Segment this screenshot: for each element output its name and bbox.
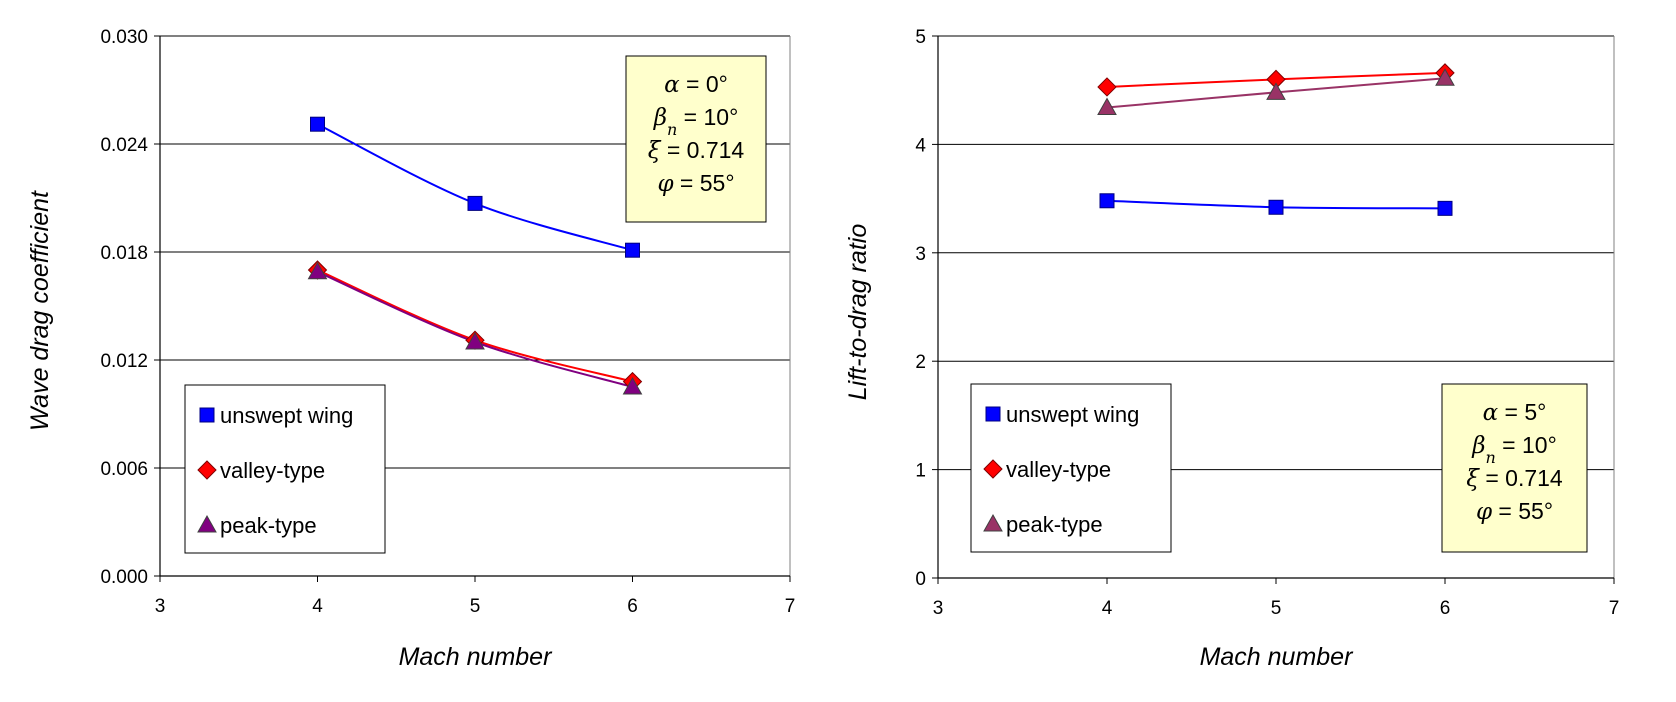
series-3-markers xyxy=(1097,68,1455,116)
y-tick-label: 3 xyxy=(915,244,926,265)
legend-label: unswept wing xyxy=(220,403,353,428)
parameter-line: ξ = 0.714 xyxy=(648,137,745,164)
data-point xyxy=(310,116,325,132)
x-tick-label: 3 xyxy=(933,598,944,619)
x-tick-label: 6 xyxy=(1440,598,1451,619)
data-point xyxy=(1435,68,1455,86)
parameter-symbol: φ xyxy=(657,171,674,197)
legend-marker-triangle xyxy=(983,513,1003,532)
data-point xyxy=(1097,97,1117,116)
data-point xyxy=(1099,193,1115,209)
parameter-box-background xyxy=(625,55,767,223)
x-tick-label: 7 xyxy=(1609,598,1620,619)
x-tick-label: 7 xyxy=(785,596,796,617)
parameter-symbol: ξ xyxy=(1466,466,1480,492)
y-tick-label: 0.000 xyxy=(100,567,148,588)
parameter-symbol: φ xyxy=(1476,499,1493,525)
series-3-markers xyxy=(307,261,643,395)
y-tick-label: 0.012 xyxy=(100,351,148,372)
parameter-symbol: β xyxy=(1471,433,1485,459)
parameter-line: α = 0° xyxy=(664,71,728,98)
data-point xyxy=(467,195,483,211)
chart-2: 0 1 2 3 4 5 3 4 5 6 7 Mach number Lift-to-drag ratio… xyxy=(844,27,1619,671)
parameter-box-background xyxy=(1441,383,1588,553)
legend-label: valley-type xyxy=(1006,457,1111,482)
parameter-subscript: n xyxy=(667,120,677,139)
parameter-line: βn = 10° xyxy=(653,104,739,139)
parameter-symbol: β xyxy=(653,105,667,131)
series-line-diamond xyxy=(317,269,633,383)
legend-marker-square xyxy=(199,407,215,423)
y-tick-label: 1 xyxy=(915,461,926,482)
x-tick-label: 6 xyxy=(627,596,638,617)
data-point xyxy=(1266,82,1286,100)
data-point xyxy=(625,242,640,258)
x-tick-label: 4 xyxy=(312,596,323,617)
legend: unswept wing valley-type peak-type xyxy=(184,384,386,554)
series-1-markers xyxy=(310,116,640,258)
legend-box xyxy=(184,384,386,554)
series-line-square xyxy=(317,123,633,252)
parameter-value: = 0.714 xyxy=(660,137,744,163)
parameter-value: = 0.714 xyxy=(1479,465,1563,491)
series-1-markers xyxy=(1099,193,1453,216)
parameter-value: = 55° xyxy=(674,170,735,196)
x-axis-title: Mach number xyxy=(399,643,554,671)
parameter-line: φ = 55° xyxy=(1476,498,1553,525)
data-point xyxy=(1097,77,1117,97)
parameter-value: = 0° xyxy=(680,71,728,97)
y-axis-title: Wave drag coefficient xyxy=(26,190,54,431)
parameter-symbol: ξ xyxy=(648,138,662,164)
parameter-value: = 5° xyxy=(1498,399,1546,425)
y-tick-label: 2 xyxy=(915,352,926,373)
y-tick-label: 0.024 xyxy=(100,135,148,156)
x-tick-label: 4 xyxy=(1102,598,1113,619)
x-tick-label: 5 xyxy=(470,596,481,617)
y-axis-title: Lift-to-drag ratio xyxy=(844,224,872,401)
y-tick-label: 0.018 xyxy=(100,243,148,264)
legend-marker-diamond xyxy=(983,459,1003,479)
parameter-value: = 55° xyxy=(1492,498,1553,524)
data-point xyxy=(622,376,643,395)
legend-label: peak-type xyxy=(220,513,317,538)
legend-box xyxy=(970,383,1172,553)
data-point xyxy=(1268,199,1284,215)
parameter-line: α = 5° xyxy=(1483,399,1547,426)
parameter-line: ξ = 0.714 xyxy=(1466,465,1563,492)
x-axis-title: Mach number xyxy=(1200,643,1355,671)
y-tick-label: 0.030 xyxy=(100,27,148,48)
parameter-line: φ = 55° xyxy=(657,170,734,197)
parameter-symbol: α xyxy=(664,72,680,98)
legend-label: peak-type xyxy=(1006,512,1103,537)
data-point xyxy=(465,331,485,350)
parameter-subscript: n xyxy=(1485,448,1495,467)
data-point xyxy=(307,261,328,280)
y-tick-label: 0.006 xyxy=(100,459,148,480)
y-tick-label: 4 xyxy=(915,135,926,156)
legend-marker-square xyxy=(985,406,1001,422)
parameter-symbol: α xyxy=(1483,400,1499,426)
parameter-line: βn = 10° xyxy=(1471,432,1557,467)
legend-marker-diamond xyxy=(197,460,217,480)
parameter-value: = 10° xyxy=(677,104,738,130)
legend-label: valley-type xyxy=(220,458,325,483)
data-point xyxy=(1437,200,1453,216)
parameter-value: = 10° xyxy=(1496,432,1557,458)
y-tick-label: 5 xyxy=(915,27,926,48)
legend-label: unswept wing xyxy=(1006,402,1139,427)
legend-marker-triangle xyxy=(197,514,217,533)
y-tick-label: 0 xyxy=(915,569,926,590)
legend: unswept wing valley-type peak-type xyxy=(970,383,1172,553)
x-tick-label: 3 xyxy=(155,596,166,617)
chart-1: 0.000 0.006 0.012 0.018 0.024 0.030 3 4 5 6 7 Mach … xyxy=(26,27,795,671)
x-tick-label: 5 xyxy=(1271,598,1282,619)
